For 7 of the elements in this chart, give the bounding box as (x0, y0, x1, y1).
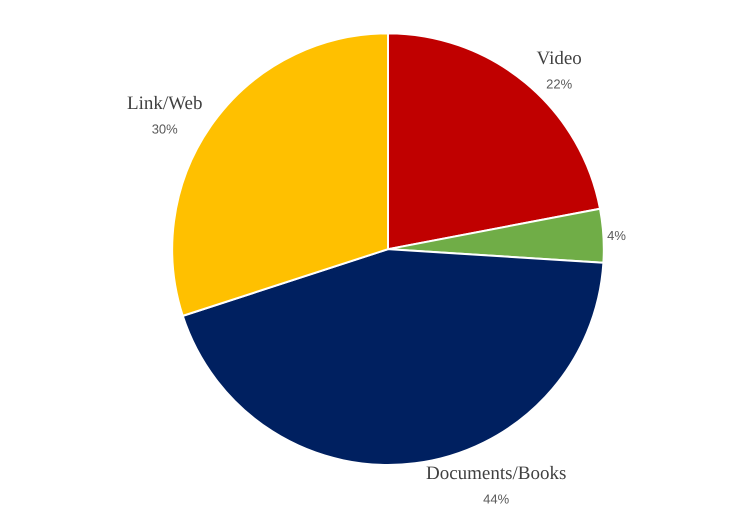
data-label: 44% (483, 492, 510, 507)
data-label: 30% (152, 122, 178, 137)
data-label: 4% (607, 228, 626, 244)
slice-label: Link/Web (126, 92, 202, 114)
slice-label: Documents/Books (426, 462, 566, 484)
data-label: 22% (546, 76, 573, 92)
slice-label: Video (536, 48, 582, 70)
